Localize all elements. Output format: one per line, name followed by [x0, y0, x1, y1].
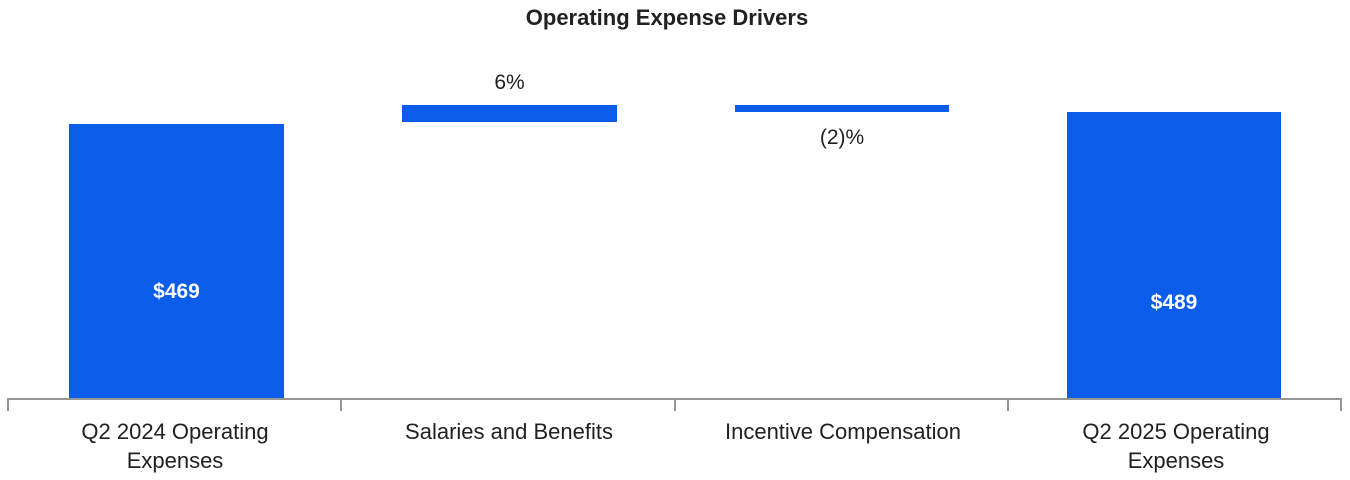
value-label-incentive-compensation: (2)% — [819, 126, 865, 149]
value-label-q2-2025-operating-expenses: $489 — [1150, 291, 1198, 314]
bar-incentive-compensation — [735, 105, 949, 112]
x-axis-tick — [1007, 398, 1009, 411]
bar-q2-2025-operating-expenses — [1067, 112, 1281, 398]
x-axis-tick — [674, 398, 676, 411]
bar-q2-2024-operating-expenses — [69, 124, 284, 398]
category-label-q2-2025-operating-expenses: Q2 2025 Operating Expenses — [1082, 419, 1270, 473]
value-label-salaries-and-benefits: 6% — [494, 71, 525, 94]
x-axis-tick — [340, 398, 342, 411]
chart-title: Operating Expense Drivers — [525, 5, 809, 30]
value-label-q2-2024-operating-expenses: $469 — [153, 280, 200, 303]
category-label-salaries-and-benefits: Salaries and Benefits — [405, 419, 613, 444]
bar-salaries-and-benefits — [402, 105, 617, 122]
category-label-q2-2024-operating-expenses: Q2 2024 Operating Expenses — [81, 419, 269, 473]
x-axis-tick — [7, 398, 9, 411]
category-label-incentive-compensation: Incentive Compensation — [724, 419, 962, 444]
x-axis-tick — [1340, 398, 1342, 411]
